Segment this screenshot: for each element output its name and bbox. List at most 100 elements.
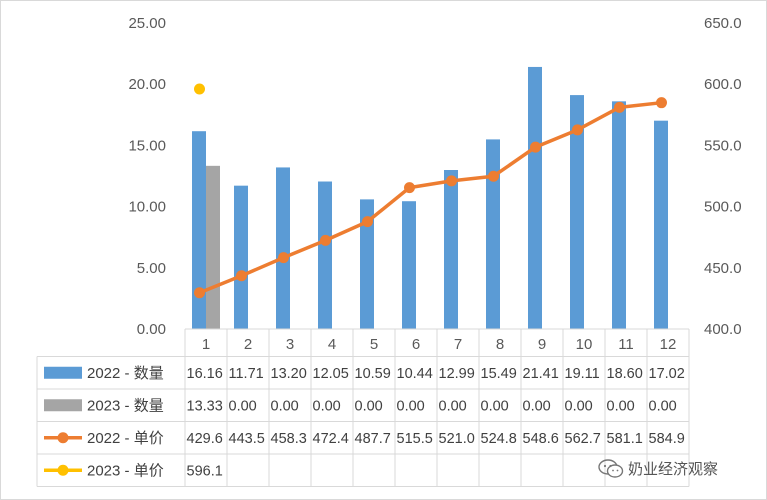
data-table-cell: 0.00 [565, 398, 593, 414]
line-point [194, 287, 205, 299]
line-point [530, 141, 541, 153]
data-table-cell: 581.1 [607, 431, 643, 447]
bar [654, 120, 668, 329]
category-label: 11 [618, 336, 634, 353]
bar [318, 181, 332, 329]
bar [192, 131, 206, 329]
line-point [320, 234, 331, 246]
legend-key [44, 399, 82, 412]
left-axis-tick-label: 25.00 [128, 15, 166, 32]
right-axis-tick-label: 450.0 [704, 260, 742, 277]
legend-label: 2022 - 单价 [87, 430, 164, 447]
data-table-cell: 0.00 [523, 398, 551, 414]
bar [444, 170, 458, 329]
right-axis-tick-label: 650.0 [704, 15, 742, 32]
line-point [404, 182, 415, 194]
bar [528, 66, 542, 330]
line-point [194, 83, 205, 95]
right-axis-tick-label: 600.0 [704, 76, 742, 93]
left-axis-tick-label: 20.00 [128, 76, 166, 93]
left-axis-tick-label: 10.00 [128, 199, 166, 216]
category-label: 6 [412, 336, 420, 353]
data-table-cell: 12.99 [439, 366, 475, 382]
data-table-cell: 21.41 [523, 366, 559, 382]
data-table-cell: 524.8 [481, 431, 517, 447]
data-table-cell: 0.00 [397, 398, 425, 414]
bar [486, 139, 500, 329]
category-label: 9 [538, 336, 546, 353]
bar [612, 101, 626, 329]
data-table-cell: 18.60 [607, 366, 643, 382]
data-table-cell: 521.0 [439, 431, 475, 447]
line-point [572, 124, 583, 136]
category-label: 1 [202, 336, 210, 353]
left-axis-tick-label: 0.00 [137, 321, 166, 338]
data-table-cell: 11.71 [229, 366, 264, 382]
bar [402, 201, 416, 329]
line-point [614, 101, 625, 113]
line-point [236, 270, 247, 282]
data-table-cell: 19.11 [565, 366, 600, 382]
line-point [488, 170, 499, 182]
line-point [656, 97, 667, 109]
watermark: 奶业经济观察 [596, 456, 766, 482]
legend-key [44, 366, 82, 379]
data-table-cell: 584.9 [649, 431, 685, 447]
data-table-cell: 10.59 [355, 366, 391, 382]
data-table-cell: 13.20 [271, 366, 307, 382]
series-line [198, 100, 662, 295]
data-table-cell: 0.00 [607, 398, 635, 414]
line-point [278, 252, 289, 264]
data-table-cell: 0.00 [271, 398, 299, 414]
data-table-cell: 13.33 [187, 398, 223, 414]
data-table-cell: 0.00 [313, 398, 341, 414]
data-table-cell: 487.7 [355, 431, 391, 447]
bar [276, 167, 290, 329]
data-table-cell: 515.5 [397, 431, 433, 447]
legend-key-marker [57, 432, 69, 444]
bar [570, 95, 584, 329]
data-table-cell: 17.02 [649, 366, 685, 382]
category-label: 2 [244, 336, 252, 353]
data-table-cell: 15.49 [481, 366, 517, 382]
category-label: 5 [370, 336, 378, 353]
legend-label: 2022 - 数量 [87, 365, 164, 382]
right-axis-tick-label: 550.0 [704, 137, 742, 154]
left-axis-tick-label: 5.00 [137, 260, 166, 277]
legend-label: 2023 - 单价 [87, 462, 164, 479]
category-label: 7 [454, 336, 462, 353]
wechat-icon [598, 459, 624, 478]
category-label: 12 [660, 336, 677, 353]
data-table-cell: 562.7 [565, 431, 601, 447]
data-table-cell: 0.00 [649, 398, 677, 414]
data-table-cell: 429.6 [187, 431, 223, 447]
data-table-cell: 12.05 [313, 366, 349, 382]
line-point [362, 216, 373, 228]
category-label: 4 [328, 336, 336, 353]
data-table-cell: 548.6 [523, 431, 559, 447]
left-axis-tick-label: 15.00 [128, 137, 166, 154]
category-label: 10 [576, 336, 593, 353]
data-table-cell: 10.44 [397, 366, 433, 382]
bar [234, 185, 248, 329]
category-label: 3 [286, 336, 294, 353]
legend-key-marker [57, 464, 69, 476]
bar [360, 199, 374, 329]
watermark-text: 奶业经济观察 [628, 460, 719, 478]
data-table-cell: 0.00 [481, 398, 509, 414]
data-table-cell: 0.00 [355, 398, 383, 414]
data-table-cell: 16.16 [187, 366, 223, 382]
data-table-cell: 472.4 [313, 431, 349, 447]
data-table-cell: 0.00 [229, 398, 257, 414]
data-table-cell: 458.3 [271, 431, 307, 447]
right-axis-tick-label: 500.0 [704, 199, 742, 216]
data-table-cell: 0.00 [439, 398, 467, 414]
data-table-cell: 596.1 [187, 463, 223, 479]
category-label: 8 [496, 336, 504, 353]
legend-label: 2023 - 数量 [87, 397, 164, 414]
bar [206, 165, 220, 329]
line-point [446, 175, 457, 187]
